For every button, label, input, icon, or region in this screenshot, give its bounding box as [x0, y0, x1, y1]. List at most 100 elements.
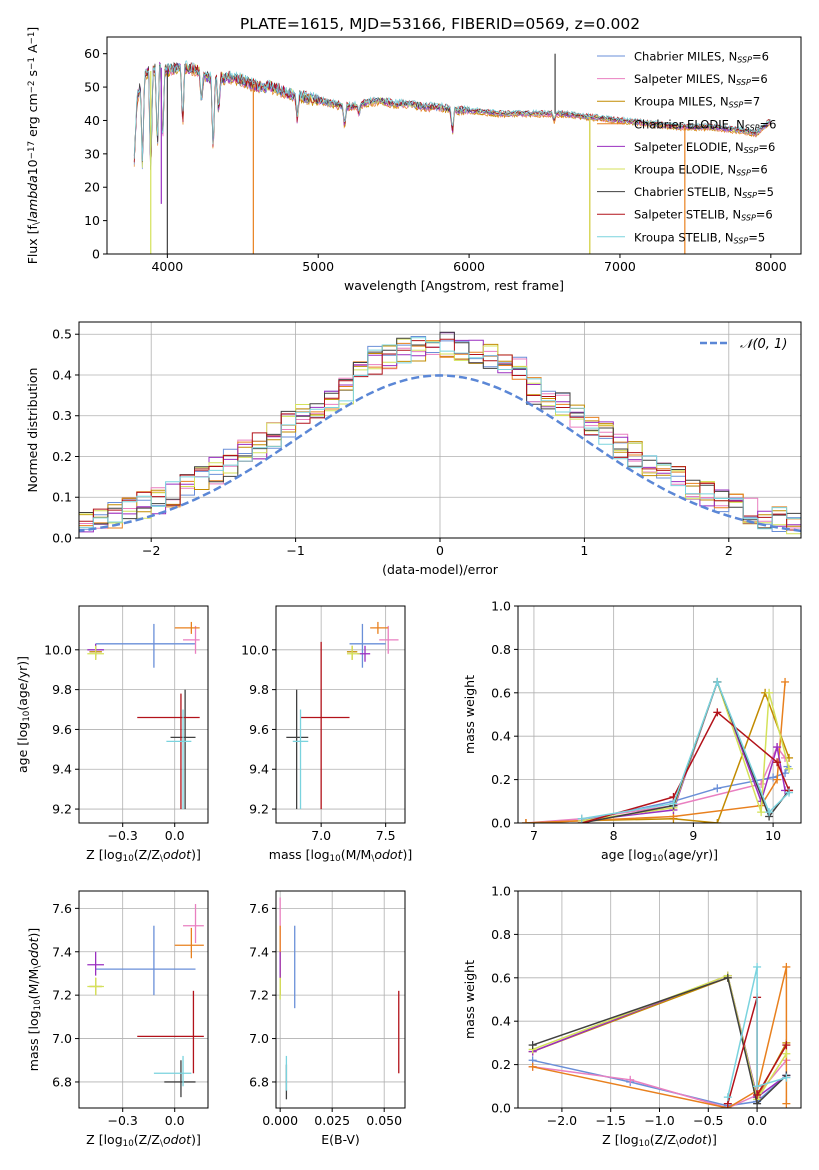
mass_vs_EBV-grid — [276, 891, 405, 1108]
y-tick-label: 0.3 — [52, 408, 72, 423]
x-tick-label: −2.0 — [547, 1113, 577, 1128]
series-line-kroupa-stelib — [727, 966, 787, 1098]
x-axis-label: Z [log10(Z/Z\odot)] — [86, 1132, 201, 1149]
x-tick-label: 0.050 — [366, 1113, 402, 1128]
x-axis-label: (data-model)/error — [382, 562, 499, 577]
legend-label: Kroupa ELODIE, NSSP=6 — [634, 163, 768, 178]
y-tick-label: 0.4 — [491, 729, 511, 744]
x-tick-label: 0 — [436, 543, 444, 558]
spectrum-legend: Chabrier MILES, NSSP=6 Salpeter MILES, NS… — [597, 50, 776, 245]
series-line-chabrier-stelib — [532, 976, 787, 1106]
age_vs_mass-plot-area — [276, 606, 405, 823]
panel-mass_weight_vs_Z: −2.0 −1.5 −1.0 −0.5 0.0 0.0 0.2 0.4 0.6 0.8 1.0 Z [… — [462, 884, 802, 1149]
x-tick-label: 10 — [765, 828, 781, 843]
gaussian-curve — [79, 374, 801, 533]
y-tick-label: 0.2 — [491, 772, 511, 787]
mass_vs_EBV-plot-area — [276, 891, 405, 1108]
y-tick-label: 7.6 — [249, 901, 269, 916]
age_vs_mass-frame — [275, 605, 406, 824]
y-tick-label: 9.2 — [249, 802, 269, 817]
x-tick-label: 8000 — [755, 259, 787, 274]
mass_weight_vs_Z-grid — [518, 891, 801, 1108]
x-axis-label: Z [log10(Z/Z\odot)] — [602, 1132, 717, 1149]
y-axis-label: Normed distribution — [25, 368, 40, 493]
residuals-frame — [78, 321, 802, 539]
age_vs_Z-grid — [79, 606, 208, 823]
y-tick-label: 60 — [84, 46, 100, 61]
y-tick-label: 10 — [84, 213, 100, 228]
x-tick-label: 7 — [530, 828, 538, 843]
mass_vs_Z-plot-area — [79, 891, 208, 1108]
x-tick-label: 4000 — [151, 259, 183, 274]
y-tick-label: 0.0 — [52, 531, 72, 546]
histogram-kroupa-stelib — [79, 337, 801, 530]
x-axis-label: age [log10(age/yr)] — [601, 847, 718, 864]
spectrum-line-chabrier-stelib — [133, 61, 771, 164]
y-tick-label: 0.6 — [491, 970, 511, 985]
mass_weight_vs_age-plot-area — [518, 606, 801, 823]
x-tick-label: 2 — [725, 543, 733, 558]
y-tick-label: 0.0 — [491, 816, 511, 831]
y-tick-label: 0.1 — [52, 490, 72, 505]
panel-residuals: −2 −1 0 1 2 0.0 0.1 0.2 0.3 0.4 0.5 (data-model)/er… — [25, 321, 802, 577]
x-tick-label: −1 — [286, 543, 304, 558]
y-tick-label: 6.8 — [249, 1074, 269, 1089]
y-tick-label: 0 — [92, 247, 100, 262]
spectrum-line-kroupa-stelib — [133, 60, 771, 166]
mass_vs_Z-frame — [78, 890, 209, 1109]
spectrum-frame — [106, 36, 802, 255]
x-axis-label: E(B-V) — [321, 1132, 360, 1147]
y-axis-label: Flux [f\lambda10−17 erg cm−2 s−1 A−1] — [25, 27, 42, 265]
y-tick-label: 0.8 — [491, 642, 511, 657]
y-tick-label: 9.6 — [52, 722, 72, 737]
y-tick-label: 0.4 — [52, 367, 72, 382]
x-axis-label: mass [log10(M/M\odot)] — [269, 847, 412, 864]
y-axis-label: mass weight — [462, 960, 477, 1039]
x-tick-label: −1.0 — [644, 1113, 674, 1128]
series-line-chabrier-elodie — [525, 681, 786, 823]
legend-label: Kroupa MILES, NSSP=7 — [634, 95, 760, 110]
x-tick-label: −0.3 — [108, 828, 138, 843]
series-line-salpeter-miles — [525, 745, 786, 823]
series-line-kroupa-elodie — [581, 679, 790, 822]
y-tick-label: 0.2 — [52, 449, 72, 464]
legend-label: Salpeter STELIB, NSSP=6 — [634, 208, 773, 223]
x-tick-label: −2 — [142, 543, 160, 558]
panel-age_vs_Z: −0.3 0.0 9.2 9.4 9.6 9.8 10.0 Z [log10(Z/Z\odot… — [15, 605, 209, 864]
y-tick-label: 0.2 — [491, 1057, 511, 1072]
legend-label: 𝒩(0, 1) — [740, 337, 787, 352]
residuals-plot-area — [79, 322, 801, 538]
y-tick-label: 40 — [84, 113, 100, 128]
y-tick-label: 20 — [84, 180, 100, 195]
y-tick-label: 7.0 — [52, 1031, 72, 1046]
y-tick-label: 30 — [84, 146, 100, 161]
figure-title: PLATE=1615, MJD=53166, FIBERID=0569, z=0… — [240, 15, 640, 33]
y-tick-label: 50 — [84, 80, 100, 95]
x-tick-label: −0.5 — [693, 1113, 723, 1128]
y-tick-label: 0.0 — [491, 1101, 511, 1116]
y-axis-label: mass weight — [462, 675, 477, 754]
x-tick-label: 7000 — [604, 259, 636, 274]
x-tick-label: 0.025 — [314, 1113, 350, 1128]
x-tick-label: 0.0 — [747, 1113, 767, 1128]
x-tick-label: 7.5 — [376, 828, 396, 843]
legend-label: Kroupa STELIB, NSSP=5 — [634, 230, 765, 245]
y-tick-label: 1.0 — [491, 599, 511, 614]
mass_vs_EBV-frame — [275, 890, 406, 1109]
legend-label: Salpeter ELODIE, NSSP=6 — [634, 140, 775, 155]
panel-spectrum: 4000 5000 6000 7000 8000 0 10 20 30 40 50 60 wavelen… — [25, 27, 802, 293]
y-tick-label: 1.0 — [491, 884, 511, 899]
x-tick-label: −0.3 — [108, 1113, 138, 1128]
y-tick-label: 9.6 — [249, 722, 269, 737]
y-tick-label: 10.0 — [241, 642, 269, 657]
y-tick-label: 9.4 — [249, 762, 269, 777]
y-tick-label: 7.0 — [249, 1031, 269, 1046]
y-axis-label: age [log10(age/yr)] — [15, 656, 32, 773]
legend-label: Chabrier MILES, NSSP=6 — [634, 50, 769, 65]
legend-label: Chabrier ELODIE, NSSP=6 — [634, 117, 776, 132]
x-tick-label: 0.0 — [165, 828, 185, 843]
mass_weight_vs_age-frame — [517, 605, 802, 824]
x-tick-label: 1 — [580, 543, 588, 558]
panel-mass_vs_Z: −0.3 0.0 6.8 7.0 7.2 7.4 7.6 Z [log10(Z/Z\odot)… — [26, 890, 209, 1149]
